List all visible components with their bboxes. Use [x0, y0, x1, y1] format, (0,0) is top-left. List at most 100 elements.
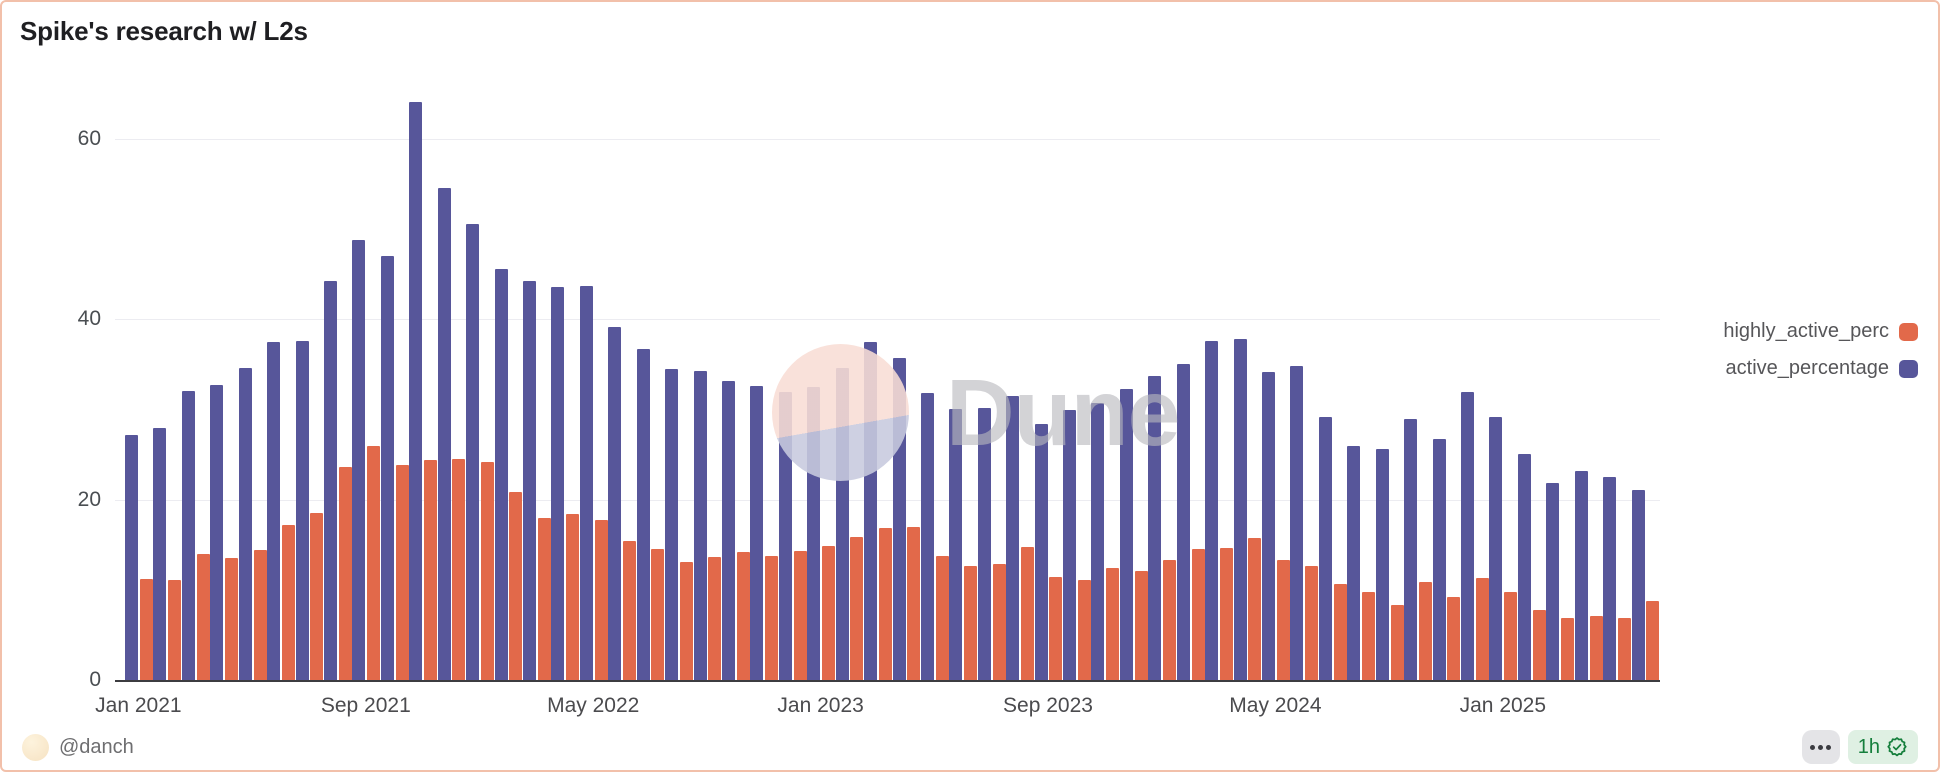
bar-active_percentage[interactable] — [1063, 410, 1077, 680]
bar-highly_active_perc[interactable] — [537, 517, 551, 680]
bar-active_percentage[interactable] — [1631, 489, 1645, 680]
bar-highly_active_perc[interactable] — [935, 555, 949, 680]
bar-highly_active_perc[interactable] — [1504, 591, 1518, 680]
bar-highly_active_perc[interactable] — [281, 524, 295, 680]
bar-highly_active_perc[interactable] — [168, 579, 182, 680]
bar-highly_active_perc[interactable] — [1561, 617, 1575, 680]
bar-highly_active_perc[interactable] — [253, 550, 267, 680]
bar-highly_active_perc[interactable] — [1390, 605, 1404, 680]
bar-active_percentage[interactable] — [835, 368, 849, 680]
bar-active_percentage[interactable] — [1006, 395, 1020, 680]
more-options-button[interactable] — [1801, 730, 1840, 764]
bar-active_percentage[interactable] — [693, 370, 707, 680]
bar-highly_active_perc[interactable] — [566, 514, 580, 680]
bar-highly_active_perc[interactable] — [964, 566, 978, 680]
bar-active_percentage[interactable] — [466, 223, 480, 680]
bar-highly_active_perc[interactable] — [1276, 560, 1290, 680]
bar-highly_active_perc[interactable] — [878, 527, 892, 680]
bar-highly_active_perc[interactable] — [1106, 568, 1120, 680]
bar-highly_active_perc[interactable] — [139, 579, 153, 680]
bar-active_percentage[interactable] — [864, 341, 878, 680]
bar-active_percentage[interactable] — [1546, 482, 1560, 680]
refresh-status-badge[interactable]: 1h — [1847, 730, 1918, 764]
bar-highly_active_perc[interactable] — [651, 549, 665, 680]
bar-active_percentage[interactable] — [579, 285, 593, 680]
bar-highly_active_perc[interactable] — [907, 526, 921, 680]
bar-highly_active_perc[interactable] — [1305, 566, 1319, 680]
bar-active_percentage[interactable] — [267, 341, 281, 680]
bar-active_percentage[interactable] — [1489, 416, 1503, 680]
bar-active_percentage[interactable] — [892, 358, 906, 680]
bar-highly_active_perc[interactable] — [793, 551, 807, 680]
bar-active_percentage[interactable] — [721, 380, 735, 680]
bar-highly_active_perc[interactable] — [367, 445, 381, 680]
bar-highly_active_perc[interactable] — [1532, 609, 1546, 680]
bar-active_percentage[interactable] — [494, 268, 508, 680]
bar-highly_active_perc[interactable] — [338, 467, 352, 680]
bar-active_percentage[interactable] — [181, 390, 195, 680]
bar-active_percentage[interactable] — [1205, 340, 1219, 680]
bar-active_percentage[interactable] — [238, 368, 252, 680]
bar-active_percentage[interactable] — [1034, 423, 1048, 680]
bar-active_percentage[interactable] — [1517, 453, 1531, 680]
bar-active_percentage[interactable] — [608, 326, 622, 680]
legend-item-highly-active[interactable]: highly_active_perc — [1723, 320, 1918, 343]
bar-active_percentage[interactable] — [1176, 363, 1190, 680]
bar-active_percentage[interactable] — [778, 392, 792, 680]
bar-highly_active_perc[interactable] — [424, 459, 438, 680]
bar-active_percentage[interactable] — [409, 102, 423, 680]
bar-active_percentage[interactable] — [1290, 366, 1304, 680]
bar-highly_active_perc[interactable] — [1191, 549, 1205, 680]
bar-highly_active_perc[interactable] — [1447, 597, 1461, 680]
bar-active_percentage[interactable] — [295, 340, 309, 680]
bar-active_percentage[interactable] — [1233, 339, 1247, 680]
bar-highly_active_perc[interactable] — [850, 536, 864, 680]
bar-active_percentage[interactable] — [1375, 449, 1389, 680]
bar-active_percentage[interactable] — [665, 368, 679, 680]
bar-active_percentage[interactable] — [949, 408, 963, 680]
bar-highly_active_perc[interactable] — [1475, 578, 1489, 680]
bar-active_percentage[interactable] — [1603, 477, 1617, 680]
legend-item-active-percentage[interactable]: active_percentage — [1723, 357, 1918, 380]
bar-highly_active_perc[interactable] — [736, 551, 750, 680]
bar-active_percentage[interactable] — [1461, 392, 1475, 680]
bar-highly_active_perc[interactable] — [708, 557, 722, 680]
bar-active_percentage[interactable] — [807, 386, 821, 680]
bar-highly_active_perc[interactable] — [196, 553, 210, 680]
bar-active_percentage[interactable] — [323, 280, 337, 680]
bar-highly_active_perc[interactable] — [1049, 577, 1063, 680]
bar-highly_active_perc[interactable] — [1021, 547, 1034, 680]
bar-active_percentage[interactable] — [352, 239, 366, 680]
bar-active_percentage[interactable] — [1318, 416, 1332, 680]
bar-active_percentage[interactable] — [522, 280, 536, 680]
bar-highly_active_perc[interactable] — [822, 545, 836, 680]
bar-active_percentage[interactable] — [1404, 419, 1418, 680]
bar-active_percentage[interactable] — [551, 286, 565, 680]
bar-active_percentage[interactable] — [1119, 388, 1133, 680]
bar-highly_active_perc[interactable] — [594, 519, 608, 680]
bar-active_percentage[interactable] — [636, 349, 650, 680]
bar-highly_active_perc[interactable] — [1248, 537, 1262, 680]
bar-active_percentage[interactable] — [125, 434, 138, 680]
bar-highly_active_perc[interactable] — [509, 491, 523, 680]
bar-highly_active_perc[interactable] — [992, 563, 1006, 680]
bar-highly_active_perc[interactable] — [310, 513, 324, 680]
bar-active_percentage[interactable] — [210, 385, 224, 680]
bar-active_percentage[interactable] — [920, 393, 934, 680]
bar-active_percentage[interactable] — [977, 407, 991, 680]
bar-highly_active_perc[interactable] — [1418, 581, 1432, 680]
bar-highly_active_perc[interactable] — [1163, 560, 1177, 680]
bar-active_percentage[interactable] — [1574, 470, 1588, 680]
bar-highly_active_perc[interactable] — [225, 558, 239, 680]
bar-active_percentage[interactable] — [1091, 403, 1105, 680]
bar-highly_active_perc[interactable] — [623, 541, 637, 680]
bar-highly_active_perc[interactable] — [765, 555, 779, 680]
bar-highly_active_perc[interactable] — [1589, 615, 1603, 680]
bar-highly_active_perc[interactable] — [1333, 583, 1347, 680]
bar-active_percentage[interactable] — [1262, 371, 1276, 680]
bar-highly_active_perc[interactable] — [1646, 600, 1660, 680]
bar-active_percentage[interactable] — [750, 386, 764, 680]
bar-active_percentage[interactable] — [1148, 376, 1162, 680]
bar-highly_active_perc[interactable] — [1219, 548, 1233, 680]
bar-highly_active_perc[interactable] — [679, 561, 693, 680]
